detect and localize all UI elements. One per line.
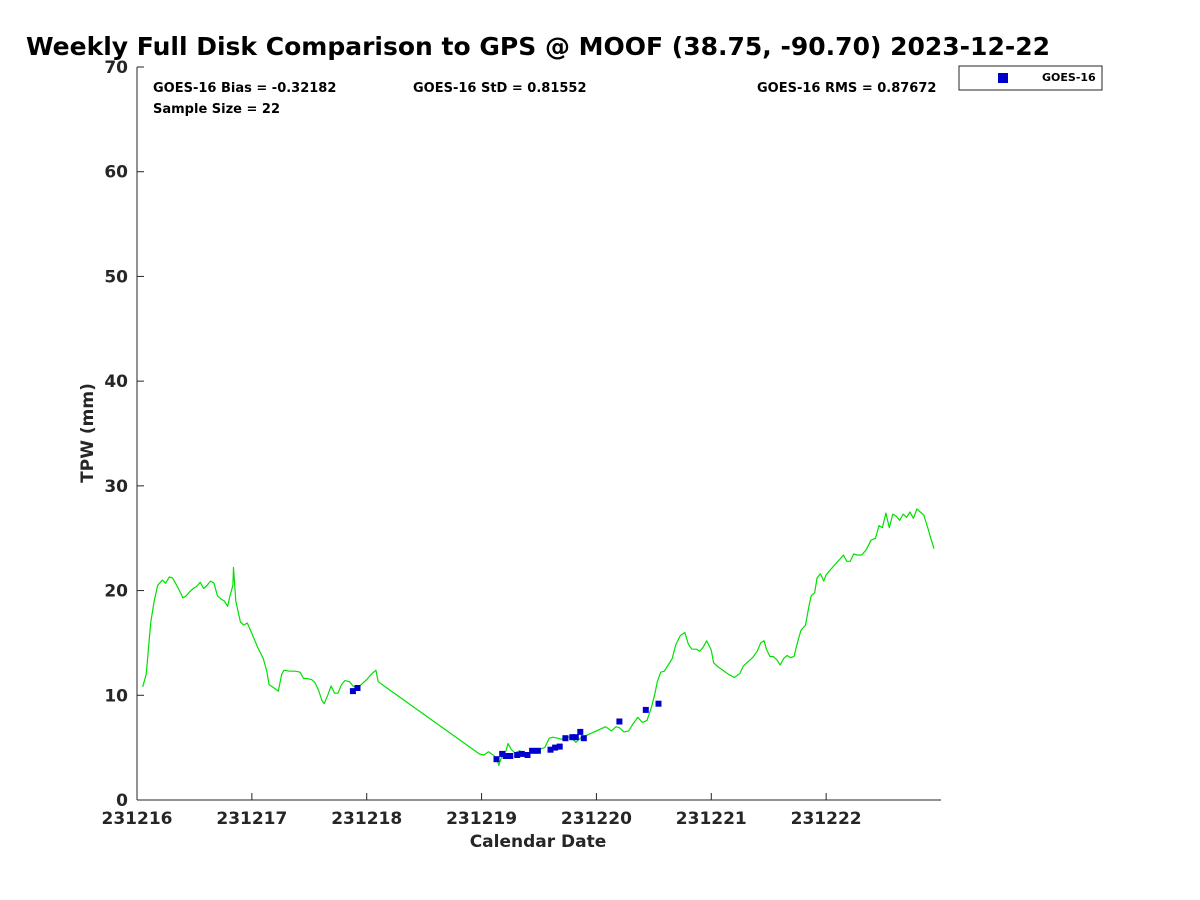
y-tick-label: 60 [104,163,128,183]
y-ticks: 0 10 20 30 40 50 60 70 [104,58,144,811]
legend-marker-goes16 [998,73,1008,83]
y-axis-label: TPW (mm) [78,383,98,483]
y-tick-label: 20 [104,582,128,602]
goes16-point [655,700,662,707]
sample-size-stat: Sample Size = 22 [153,102,280,117]
y-tick-label: 30 [104,477,128,497]
x-tick-label: 231216 [102,809,173,829]
goes16-point [493,756,500,763]
goes16-point [529,747,536,754]
goes16-point [354,685,361,691]
rms-stat: GOES-16 RMS = 0.87672 [757,81,936,96]
std-stat: GOES-16 StD = 0.81552 [413,81,587,96]
legend-label-goes16: GOES-16 [1042,71,1096,84]
goes16-point [552,744,559,751]
goes16-point [642,706,649,713]
goes16-point [502,753,509,759]
goes16-point [569,734,576,741]
bias-stat: GOES-16 Bias = -0.32182 [153,81,336,96]
y-tick-label: 10 [104,686,128,706]
goes16-point [534,747,541,754]
goes16-point [572,734,579,741]
axes [136,67,941,801]
goes16-point [616,718,623,725]
x-tick-label: 231218 [331,809,402,829]
y-tick-label: 40 [104,372,128,392]
x-ticks: 231216 231217 231218 231219 231220 231221 2312… [102,793,862,829]
x-tick-label: 231220 [561,809,632,829]
y-tick-label: 70 [104,58,128,78]
goes16-point [577,728,584,735]
x-tick-label: 231219 [446,809,517,829]
y-tick-label: 50 [104,267,128,287]
legend-box [958,65,1103,91]
x-tick-label: 231217 [216,809,287,829]
goes16-point [580,735,587,742]
goes16-point [556,743,563,750]
x-tick-label: 231221 [676,809,747,829]
goes16-points-group [349,685,662,763]
goes16-point [514,752,521,758]
goes16-point [507,753,514,759]
goes16-point [547,746,554,753]
goes16-point [349,688,356,695]
chart-title: Weekly Full Disk Comparison to GPS @ MOO… [26,32,1050,61]
goes16-point [499,750,506,757]
goes16-point [524,752,531,758]
x-tick-label: 231222 [791,809,862,829]
gps-tpw-line [142,508,935,767]
goes16-point [518,750,525,757]
goes16-point [562,735,569,742]
gps-line-group [142,508,935,767]
x-axis-label: Calendar Date [470,832,607,852]
legend: GOES-16 [958,65,1103,91]
y-tick-label: 0 [116,791,128,811]
plot-area: 0 10 20 30 40 50 60 70 231216 231217 231218 231219… [102,58,941,829]
